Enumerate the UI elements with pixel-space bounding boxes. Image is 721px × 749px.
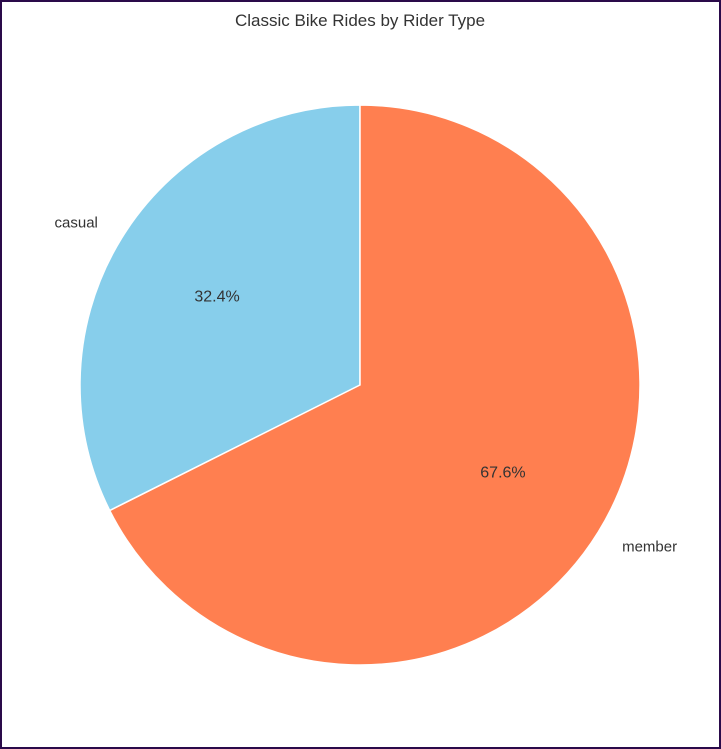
pie-wedges xyxy=(79,104,641,666)
pie-labels: 32.4% casual 67.6% member xyxy=(55,215,678,556)
chart-title: Classic Bike Rides by Rider Type xyxy=(235,11,485,30)
pie-slice-member xyxy=(108,104,641,666)
pie-category-label-casual: casual xyxy=(55,215,98,232)
pie-slice-casual xyxy=(79,104,361,512)
pie-pct-label-casual: 32.4% xyxy=(194,288,239,305)
pie-category-label-member: member xyxy=(622,538,677,555)
pie-pct-label-member: 67.6% xyxy=(480,465,525,482)
